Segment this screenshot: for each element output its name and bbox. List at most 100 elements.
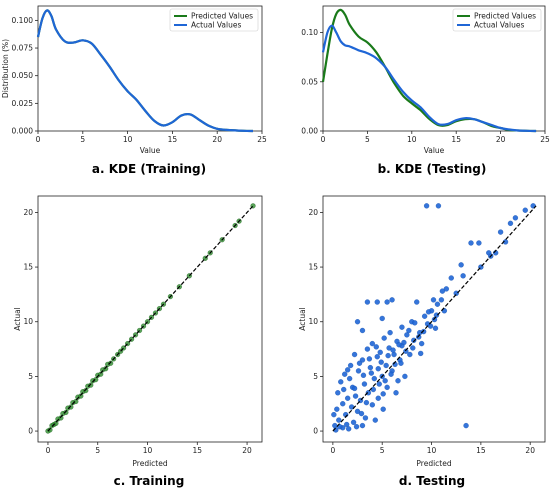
- scatter-point: [345, 367, 351, 373]
- scatter-point: [421, 313, 428, 319]
- scatter-point: [63, 409, 69, 416]
- scatter-point: [371, 375, 377, 382]
- scatter-point: [332, 422, 338, 429]
- scatter-point: [458, 262, 464, 268]
- scatter-point: [53, 420, 59, 426]
- plot-frame: [322, 5, 546, 132]
- x-tick-label: 15: [193, 446, 203, 455]
- caption-b: b. KDE (Testing): [378, 162, 487, 176]
- y-tick-label: 5: [28, 372, 33, 381]
- legend-label: Actual Values: [191, 21, 241, 30]
- scatter-point: [342, 371, 348, 377]
- x-tick-label: 20: [525, 446, 535, 455]
- scatter-point: [435, 203, 442, 209]
- x-tick-label: 5: [365, 135, 370, 144]
- scatter-point: [401, 339, 407, 346]
- scatter-point: [393, 390, 399, 396]
- scatter-point: [412, 320, 418, 326]
- scatter-point: [376, 381, 382, 387]
- scatter-point: [364, 299, 371, 305]
- scatter-point: [427, 323, 434, 329]
- scatter-point: [368, 370, 374, 376]
- scatter-point: [351, 385, 358, 392]
- scatter-point: [403, 348, 409, 354]
- scatter-point: [88, 382, 94, 388]
- scatter-point: [373, 344, 379, 350]
- scatter-point: [354, 319, 361, 325]
- x-tick-label: 0: [46, 446, 51, 455]
- scatter-point: [331, 412, 337, 418]
- scatter-point: [363, 399, 370, 406]
- scatter-point: [432, 325, 439, 331]
- plot-frame: [37, 195, 263, 443]
- caption-c: c. Training: [114, 474, 185, 488]
- y-tick-label: 10: [308, 317, 318, 326]
- scatter-point: [352, 393, 359, 399]
- y-tick-label: 20: [308, 208, 318, 217]
- scatter-point: [372, 417, 378, 423]
- y-axis-label: Actual: [298, 307, 307, 331]
- scatter-point: [58, 415, 64, 421]
- y-tick-label: 15: [308, 263, 318, 272]
- legend-label: Actual Values: [474, 21, 524, 30]
- scatter-point: [366, 356, 373, 362]
- x-tick-label: 15: [168, 135, 178, 144]
- y-tick-label: 0: [313, 427, 318, 436]
- panel-a-kde-training: 0 5 10 15 20 25 0.000 0.025 0.050 0.075 0.100 Value…: [1, 5, 267, 155]
- x-tick-label: 10: [123, 135, 133, 144]
- scatter-point: [347, 362, 354, 369]
- scatter-point: [388, 371, 394, 377]
- scatter-point: [93, 377, 99, 383]
- series-line-actual: [321, 24, 537, 133]
- scatter-point: [384, 384, 390, 390]
- scatter-point: [463, 422, 469, 429]
- y-tick-label: 0.05: [301, 77, 318, 86]
- scatter-point: [355, 368, 362, 374]
- scatter-point: [364, 346, 371, 352]
- scatter-point: [375, 366, 381, 372]
- scatter-point: [369, 402, 375, 408]
- scatter-point: [418, 350, 424, 357]
- scatter-point: [382, 378, 388, 384]
- x-tick-label: 5: [95, 446, 100, 455]
- y-axis-label: Actual: [13, 307, 22, 331]
- scatter-point: [341, 386, 347, 393]
- scatter-point: [416, 334, 422, 340]
- scatter-point: [361, 381, 368, 387]
- scatter-point: [383, 362, 389, 369]
- y-tick-label: 0.025: [12, 99, 34, 108]
- x-axis-label: Predicted: [132, 459, 167, 468]
- scatter-point: [402, 373, 408, 380]
- scatter-point: [398, 360, 404, 366]
- x-tick-label: 0: [330, 446, 335, 455]
- series-line-actual: [36, 9, 254, 133]
- x-axis-label: Value: [140, 146, 161, 155]
- scatter-point: [431, 316, 438, 323]
- x-axis-label: Value: [424, 146, 445, 155]
- x-tick-label: 10: [407, 135, 417, 144]
- scatter-point: [419, 340, 425, 347]
- scatter-point: [407, 351, 413, 358]
- scatter-point: [377, 349, 383, 355]
- scatter-point: [395, 378, 401, 384]
- scatter-point: [336, 417, 342, 423]
- scatter-point: [374, 354, 380, 360]
- scatter-point: [68, 404, 74, 410]
- scatter-point: [370, 386, 376, 393]
- scatter-point: [411, 337, 417, 343]
- y-tick-label: 10: [23, 317, 33, 326]
- y-tick-label: 0.050: [12, 71, 34, 80]
- x-tick-label: 10: [143, 446, 153, 455]
- x-tick-label: 20: [242, 446, 252, 455]
- x-tick-label: 25: [540, 135, 550, 144]
- scatter-point: [340, 401, 346, 407]
- x-tick-label: 0: [36, 135, 41, 144]
- scatter-point: [460, 273, 466, 279]
- y-tick-label: 0: [28, 427, 33, 436]
- x-tick-label: 0: [321, 135, 326, 144]
- y-tick-label: 0.10: [301, 28, 318, 37]
- scatter-point: [345, 395, 351, 401]
- x-tick-label: 5: [80, 135, 85, 144]
- panel-b-kde-testing: 0 5 10 15 20 25 0.00 0.05 0.10 Value Predicted Val…: [301, 5, 550, 155]
- y-axis-label: Distribution (%): [1, 39, 10, 98]
